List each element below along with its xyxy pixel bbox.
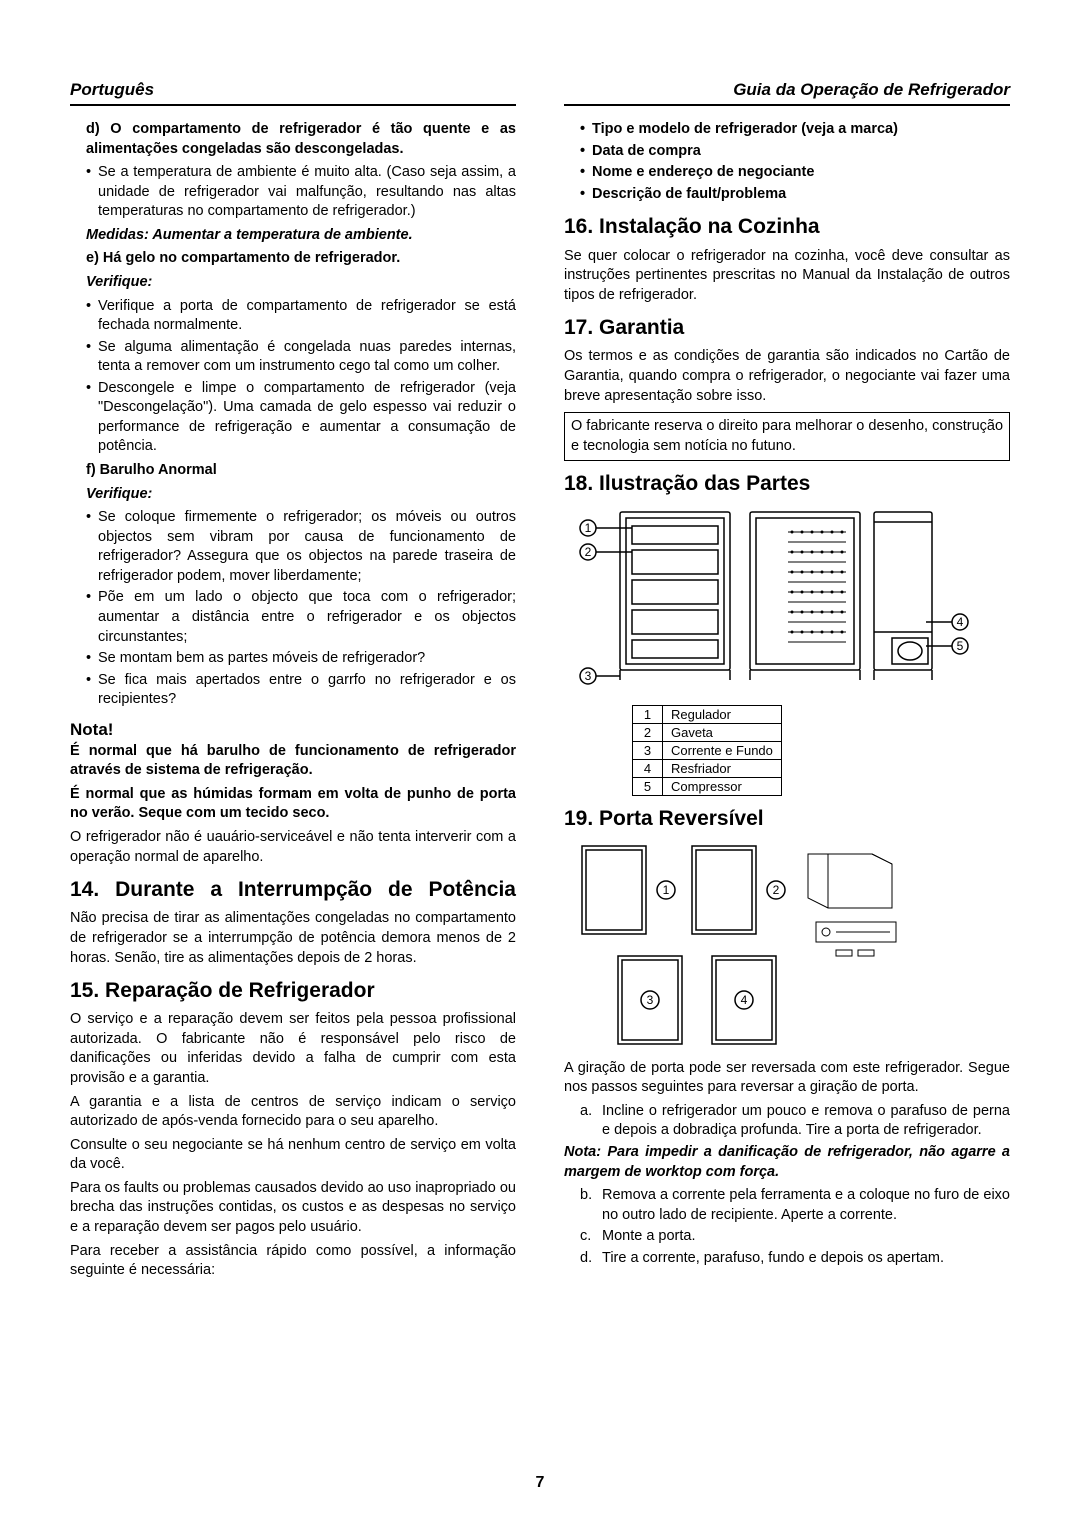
item-d-b1: Se a temperatura de ambiente é muito alt… xyxy=(86,163,516,222)
right-column: Guia da Operação de Refrigerador Tipo e … xyxy=(564,80,1010,1285)
manufacturer-note-text: O fabricante reserva o direito para melh… xyxy=(571,417,1003,456)
svg-text:3: 3 xyxy=(585,669,592,683)
section-17-heading: 17. Garantia xyxy=(564,315,1010,341)
section-19-steps-b: b.Remova a corrente pela ferramenta e a … xyxy=(564,1186,1010,1268)
section-15-p3: Consulte o seu negociante se há nenhum c… xyxy=(70,1136,516,1175)
step-c: c.Monte a porta. xyxy=(580,1227,1010,1247)
svg-text:2: 2 xyxy=(585,545,592,559)
manufacturer-note-box: O fabricante reserva o direito para melh… xyxy=(564,412,1010,461)
section-19-p: A giração de porta pode ser reversada co… xyxy=(564,1059,1010,1098)
section-15-heading: 15. Reparação de Refrigerador xyxy=(70,978,516,1004)
item-d-bullets: Se a temperatura de ambiente é muito alt… xyxy=(70,163,516,222)
item-e-b3: Descongele e limpe o compartamento de re… xyxy=(86,379,516,457)
parts-illustration: 1 2 3 4 5 xyxy=(574,504,1010,699)
info-b4: Descrição de fault/problema xyxy=(580,185,1010,205)
item-f-bullets: Se coloque firmemente o refrigerador; os… xyxy=(70,508,516,710)
step-a: a.Incline o refrigerador um pouco e remo… xyxy=(580,1102,1010,1141)
parts-row-5: Compressor xyxy=(663,777,782,795)
section-15-p2: A garantia e a lista de centros de servi… xyxy=(70,1093,516,1132)
nota-heading: Nota! xyxy=(70,720,516,740)
header-left-bar: Português xyxy=(70,80,516,100)
item-e-bullets: Verifique a porta de compartamento de re… xyxy=(70,297,516,458)
section-14-p: Não precisa de tirar as alimentações con… xyxy=(70,909,516,968)
section-18-heading: 18. Ilustração das Partes xyxy=(564,471,1010,497)
section-15-p1: O serviço e a reparação devem ser feitos… xyxy=(70,1010,516,1088)
item-f-verify: Verifique: xyxy=(70,485,516,505)
parts-table: 1Regulador 2Gaveta 3Corrente e Fundo 4Re… xyxy=(632,705,782,796)
nota-p2: É normal que as húmidas formam em volta … xyxy=(70,785,516,824)
nota-p1: É normal que há barulho de funcionamento… xyxy=(70,742,516,781)
info-b1: Tipo e modelo de refrigerador (veja a ma… xyxy=(580,120,1010,140)
section-17-p: Os termos e as condições de garantia são… xyxy=(564,347,1010,406)
header-right-rule xyxy=(564,104,1010,106)
section-19-heading: 19. Porta Reversível xyxy=(564,806,1010,832)
section-16-p: Se quer colocar o refrigerador na cozinh… xyxy=(564,247,1010,306)
info-bullets: Tipo e modelo de refrigerador (veja a ma… xyxy=(564,120,1010,204)
door-illustration: 1 2 3 xyxy=(572,838,1010,1053)
item-f-b3: Se montam bem as partes móveis de refrig… xyxy=(86,649,516,669)
item-f-heading: f) Barulho Anormal xyxy=(70,461,516,481)
section-19-steps: a.Incline o refrigerador um pouco e remo… xyxy=(564,1102,1010,1141)
parts-row-2: Gaveta xyxy=(663,723,782,741)
svg-text:4: 4 xyxy=(957,615,964,629)
parts-row-1: Regulador xyxy=(663,705,782,723)
header-left: Português xyxy=(70,80,154,100)
item-d-measures: Medidas: Aumentar a temperatura de ambie… xyxy=(70,226,516,246)
left-column: Português d) O compartamento de refriger… xyxy=(70,80,516,1285)
info-b2: Data de compra xyxy=(580,142,1010,162)
svg-text:4: 4 xyxy=(741,993,748,1007)
svg-text:3: 3 xyxy=(647,993,654,1007)
item-e-b1: Verifique a porta de compartamento de re… xyxy=(86,297,516,336)
step-b: b.Remova a corrente pela ferramenta e a … xyxy=(580,1186,1010,1225)
item-f-b2: Põe em um lado o objecto que toca com o … xyxy=(86,588,516,647)
svg-text:5: 5 xyxy=(957,639,964,653)
parts-row-4: Resfriador xyxy=(663,759,782,777)
item-f-b1: Se coloque firmemente o refrigerador; os… xyxy=(86,508,516,586)
item-e-verify: Verifique: xyxy=(70,273,516,293)
step-d: d.Tire a corrente, parafuso, fundo e dep… xyxy=(580,1249,1010,1269)
section-16-heading: 16. Instalação na Cozinha xyxy=(564,214,1010,240)
item-f-b4: Se fica mais apertados entre o garrfo no… xyxy=(86,671,516,710)
nota-p3: O refrigerador não é uauário-serviceável… xyxy=(70,828,516,867)
section-15-p5: Para receber a assistância rápido como p… xyxy=(70,1242,516,1281)
svg-text:2: 2 xyxy=(773,883,780,897)
svg-text:1: 1 xyxy=(663,883,670,897)
header-left-rule xyxy=(70,104,516,106)
section-19-note: Nota: Para impedir a danificação de refr… xyxy=(564,1143,1010,1182)
section-14-heading: 14. Durante a Interrumpção de Potência xyxy=(70,877,516,903)
section-15-p4: Para os faults ou problemas causados dev… xyxy=(70,1179,516,1238)
parts-row-3: Corrente e Fundo xyxy=(663,741,782,759)
item-e-b2: Se alguma alimentação é congelada nuas p… xyxy=(86,338,516,377)
header-right-bar: Guia da Operação de Refrigerador xyxy=(564,80,1010,100)
header-right: Guia da Operação de Refrigerador xyxy=(733,80,1010,100)
item-d-heading: d) O compartamento de refrigerador é tão… xyxy=(70,120,516,159)
info-b3: Nome e endereço de negociante xyxy=(580,163,1010,183)
svg-text:1: 1 xyxy=(585,521,592,535)
item-e-heading: e) Há gelo no compartamento de refrigera… xyxy=(70,249,516,269)
page-number: 7 xyxy=(0,1474,1080,1492)
